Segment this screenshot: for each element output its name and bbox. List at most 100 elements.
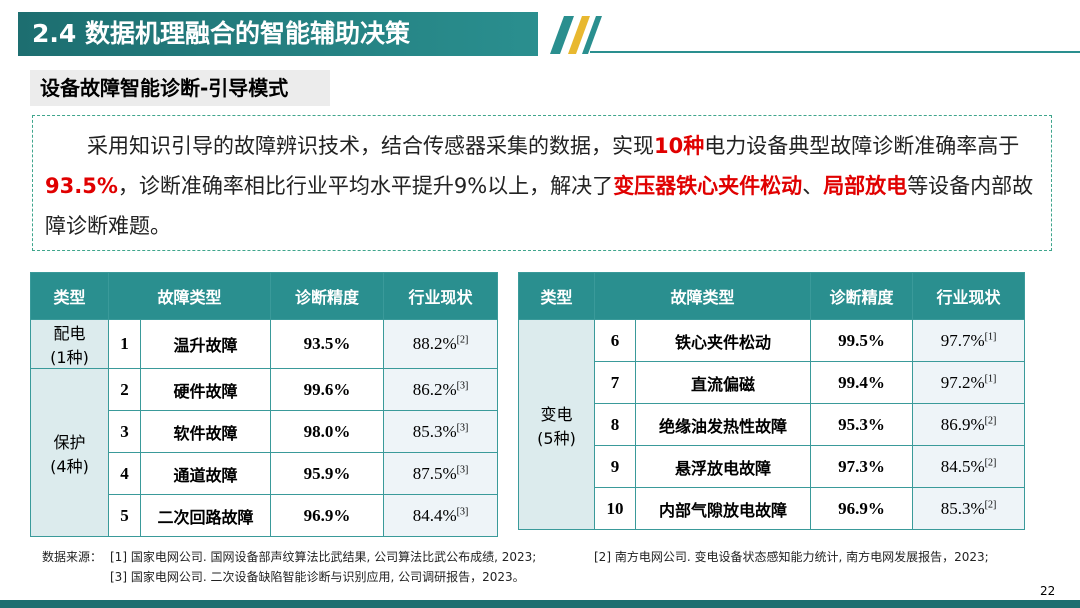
highlight-text: 局部放电 bbox=[823, 174, 908, 198]
number-cell: 3 bbox=[108, 410, 141, 453]
group-label: (5种) bbox=[537, 428, 576, 448]
text: 等设备内部故障诊断难题。 bbox=[45, 174, 1034, 238]
industry-cell: 86.2%[3] bbox=[383, 368, 498, 411]
number-cell: 4 bbox=[108, 452, 141, 495]
highlight-text: 93.5% bbox=[45, 174, 118, 198]
industry-cell: 97.7%[1] bbox=[912, 319, 1025, 362]
header-row: 类型 故障类型 诊断精度 行业现状 bbox=[30, 272, 498, 320]
reference: [2] bbox=[984, 414, 997, 426]
fault-cell: 软件故障 bbox=[140, 410, 271, 453]
row: 3 软件故障 98.0% 85.3%[3] bbox=[31, 410, 498, 453]
group-cell: 变电 (5种) bbox=[518, 319, 595, 530]
row: 5 二次回路故障 96.9% 84.4%[3] bbox=[31, 494, 498, 537]
accuracy-cell: 95.3% bbox=[810, 403, 913, 446]
fault-cell: 通道故障 bbox=[140, 452, 271, 495]
accuracy-cell: 99.4% bbox=[810, 361, 913, 404]
accuracy-cell: 99.6% bbox=[270, 368, 384, 411]
accuracy-cell: 96.9% bbox=[810, 487, 913, 530]
number-cell: 7 bbox=[594, 361, 636, 404]
fault-cell: 直流偏磁 bbox=[635, 361, 811, 404]
table: 类型 故障类型 诊断精度 行业现状 变电 (5种) 6 铁心夹件松动 99.5% 97.7%[1]… bbox=[518, 272, 1025, 530]
group-cell: 保护 (4种) bbox=[30, 368, 109, 537]
group-label: 配电 bbox=[53, 324, 86, 343]
fault-cell: 硬件故障 bbox=[140, 368, 271, 411]
industry-cell: 84.5%[2] bbox=[912, 445, 1025, 488]
reference: [1] bbox=[984, 330, 997, 342]
accuracy-cell: 98.0% bbox=[270, 410, 384, 453]
header-cell: 行业现状 bbox=[383, 272, 498, 320]
page-number: 22 bbox=[1040, 584, 1056, 598]
number-cell: 9 bbox=[594, 445, 636, 488]
fault-cell: 温升故障 bbox=[140, 319, 271, 369]
industry-value: 86.2% bbox=[412, 379, 457, 399]
source: [2] 南方电网公司. 变电设备状态感知能力统计, 南方电网发展报告，2023; bbox=[594, 550, 989, 564]
decoration bbox=[550, 16, 1080, 54]
industry-cell: 86.9%[2] bbox=[912, 403, 1025, 446]
paragraph: 采用知识引导的故障辨识技术，结合传感器采集的数据，实现10种电力设备典型故障诊断… bbox=[32, 115, 1052, 251]
row: 10 内部气隙放电故障 96.9% 85.3%[2] bbox=[519, 487, 1025, 530]
sources-label: 数据来源： bbox=[42, 550, 103, 564]
reference: [3] bbox=[456, 505, 469, 517]
header-cell: 行业现状 bbox=[912, 272, 1025, 320]
industry-value: 97.7% bbox=[940, 330, 985, 350]
number-cell: 5 bbox=[108, 494, 141, 537]
accuracy-cell: 96.9% bbox=[270, 494, 384, 537]
number-cell: 8 bbox=[594, 403, 636, 446]
group-label: 变电 bbox=[540, 404, 573, 424]
row: 保护 (4种) 2 硬件故障 99.6% 86.2%[3] bbox=[30, 368, 498, 537]
accuracy-cell: 93.5% bbox=[270, 319, 384, 369]
highlight-text: 变压器铁心夹件松动 bbox=[613, 174, 803, 198]
header-cell: 故障类型 bbox=[108, 272, 271, 320]
fault-cell: 内部气隙放电故障 bbox=[635, 487, 811, 530]
header-cell: 故障类型 bbox=[594, 272, 811, 320]
row: 配电 (1种) 1 温升故障 93.5% 88.2%[2] bbox=[30, 319, 498, 369]
industry-cell: 88.2%[2] bbox=[383, 319, 498, 369]
industry-cell: 97.2%[1] bbox=[912, 361, 1025, 404]
text: 采用知识引导的故障辨识技术，结合传感器采集的数据，实现 bbox=[87, 134, 654, 158]
number-cell: 1 bbox=[108, 319, 141, 369]
header-cell: 类型 bbox=[30, 272, 109, 320]
highlight-text: 10种 bbox=[654, 134, 705, 158]
reference: [2] bbox=[456, 334, 469, 346]
number-cell: 2 bbox=[108, 368, 141, 411]
industry-value: 84.5% bbox=[940, 456, 985, 476]
source: [1] 国家电网公司. 国网设备部声纹算法比武结果, 公司算法比武公布成绩, 2… bbox=[110, 550, 537, 564]
text: ，诊断准确率相比行业平均水平提升9%以上，解决了 bbox=[117, 174, 614, 198]
row: 7 直流偏磁 99.4% 97.2%[1] bbox=[519, 361, 1025, 404]
text: 电力设备典型故障诊断准确率高于 bbox=[704, 134, 1020, 158]
accuracy-cell: 95.9% bbox=[270, 452, 384, 495]
table: 类型 故障类型 诊断精度 行业现状 配电 (1种) 1 温升故障 93.5% 88.2%[2] 保护… bbox=[30, 272, 498, 537]
row: 9 悬浮放电故障 97.3% 84.5%[2] bbox=[519, 445, 1025, 488]
header-cell: 诊断精度 bbox=[810, 272, 913, 320]
industry-cell: 84.4%[3] bbox=[383, 494, 498, 537]
row: 变电 (5种) 6 铁心夹件松动 99.5% 97.7%[1] bbox=[518, 319, 1025, 530]
industry-cell: 85.3%[2] bbox=[912, 487, 1025, 530]
fault-cell: 绝缘油发热性故障 bbox=[635, 403, 811, 446]
group-cell: 配电 (1种) bbox=[30, 319, 109, 369]
fault-cell: 悬浮放电故障 bbox=[635, 445, 811, 488]
number-cell: 6 bbox=[594, 319, 636, 362]
industry-value: 85.3% bbox=[412, 421, 457, 441]
source: [3] 国家电网公司. 二次设备缺陷智能诊断与识别应用, 公司调研报告，2023… bbox=[110, 570, 525, 584]
accuracy-cell: 97.3% bbox=[810, 445, 913, 488]
industry-value: 84.4% bbox=[412, 505, 457, 525]
reference: [2] bbox=[984, 456, 997, 468]
title: 2.4 数据机理融合的智能辅助决策 bbox=[18, 12, 538, 56]
industry-value: 86.9% bbox=[940, 414, 985, 434]
group-label: 保护 bbox=[53, 432, 86, 452]
number-cell: 10 bbox=[594, 487, 636, 530]
industry-cell: 87.5%[3] bbox=[383, 452, 498, 495]
industry-cell: 85.3%[3] bbox=[383, 410, 498, 453]
accuracy-cell: 99.5% bbox=[810, 319, 913, 362]
footer-bar bbox=[0, 600, 1080, 608]
header-cell: 类型 bbox=[518, 272, 595, 320]
group-label: (1种) bbox=[50, 348, 89, 367]
industry-value: 88.2% bbox=[412, 334, 457, 353]
group-label: (4种) bbox=[50, 456, 89, 476]
fault-cell: 二次回路故障 bbox=[140, 494, 271, 537]
reference: [1] bbox=[984, 372, 997, 384]
industry-value: 97.2% bbox=[940, 372, 985, 392]
industry-value: 87.5% bbox=[412, 463, 457, 483]
subtitle: 设备故障智能诊断-引导模式 bbox=[30, 70, 330, 106]
